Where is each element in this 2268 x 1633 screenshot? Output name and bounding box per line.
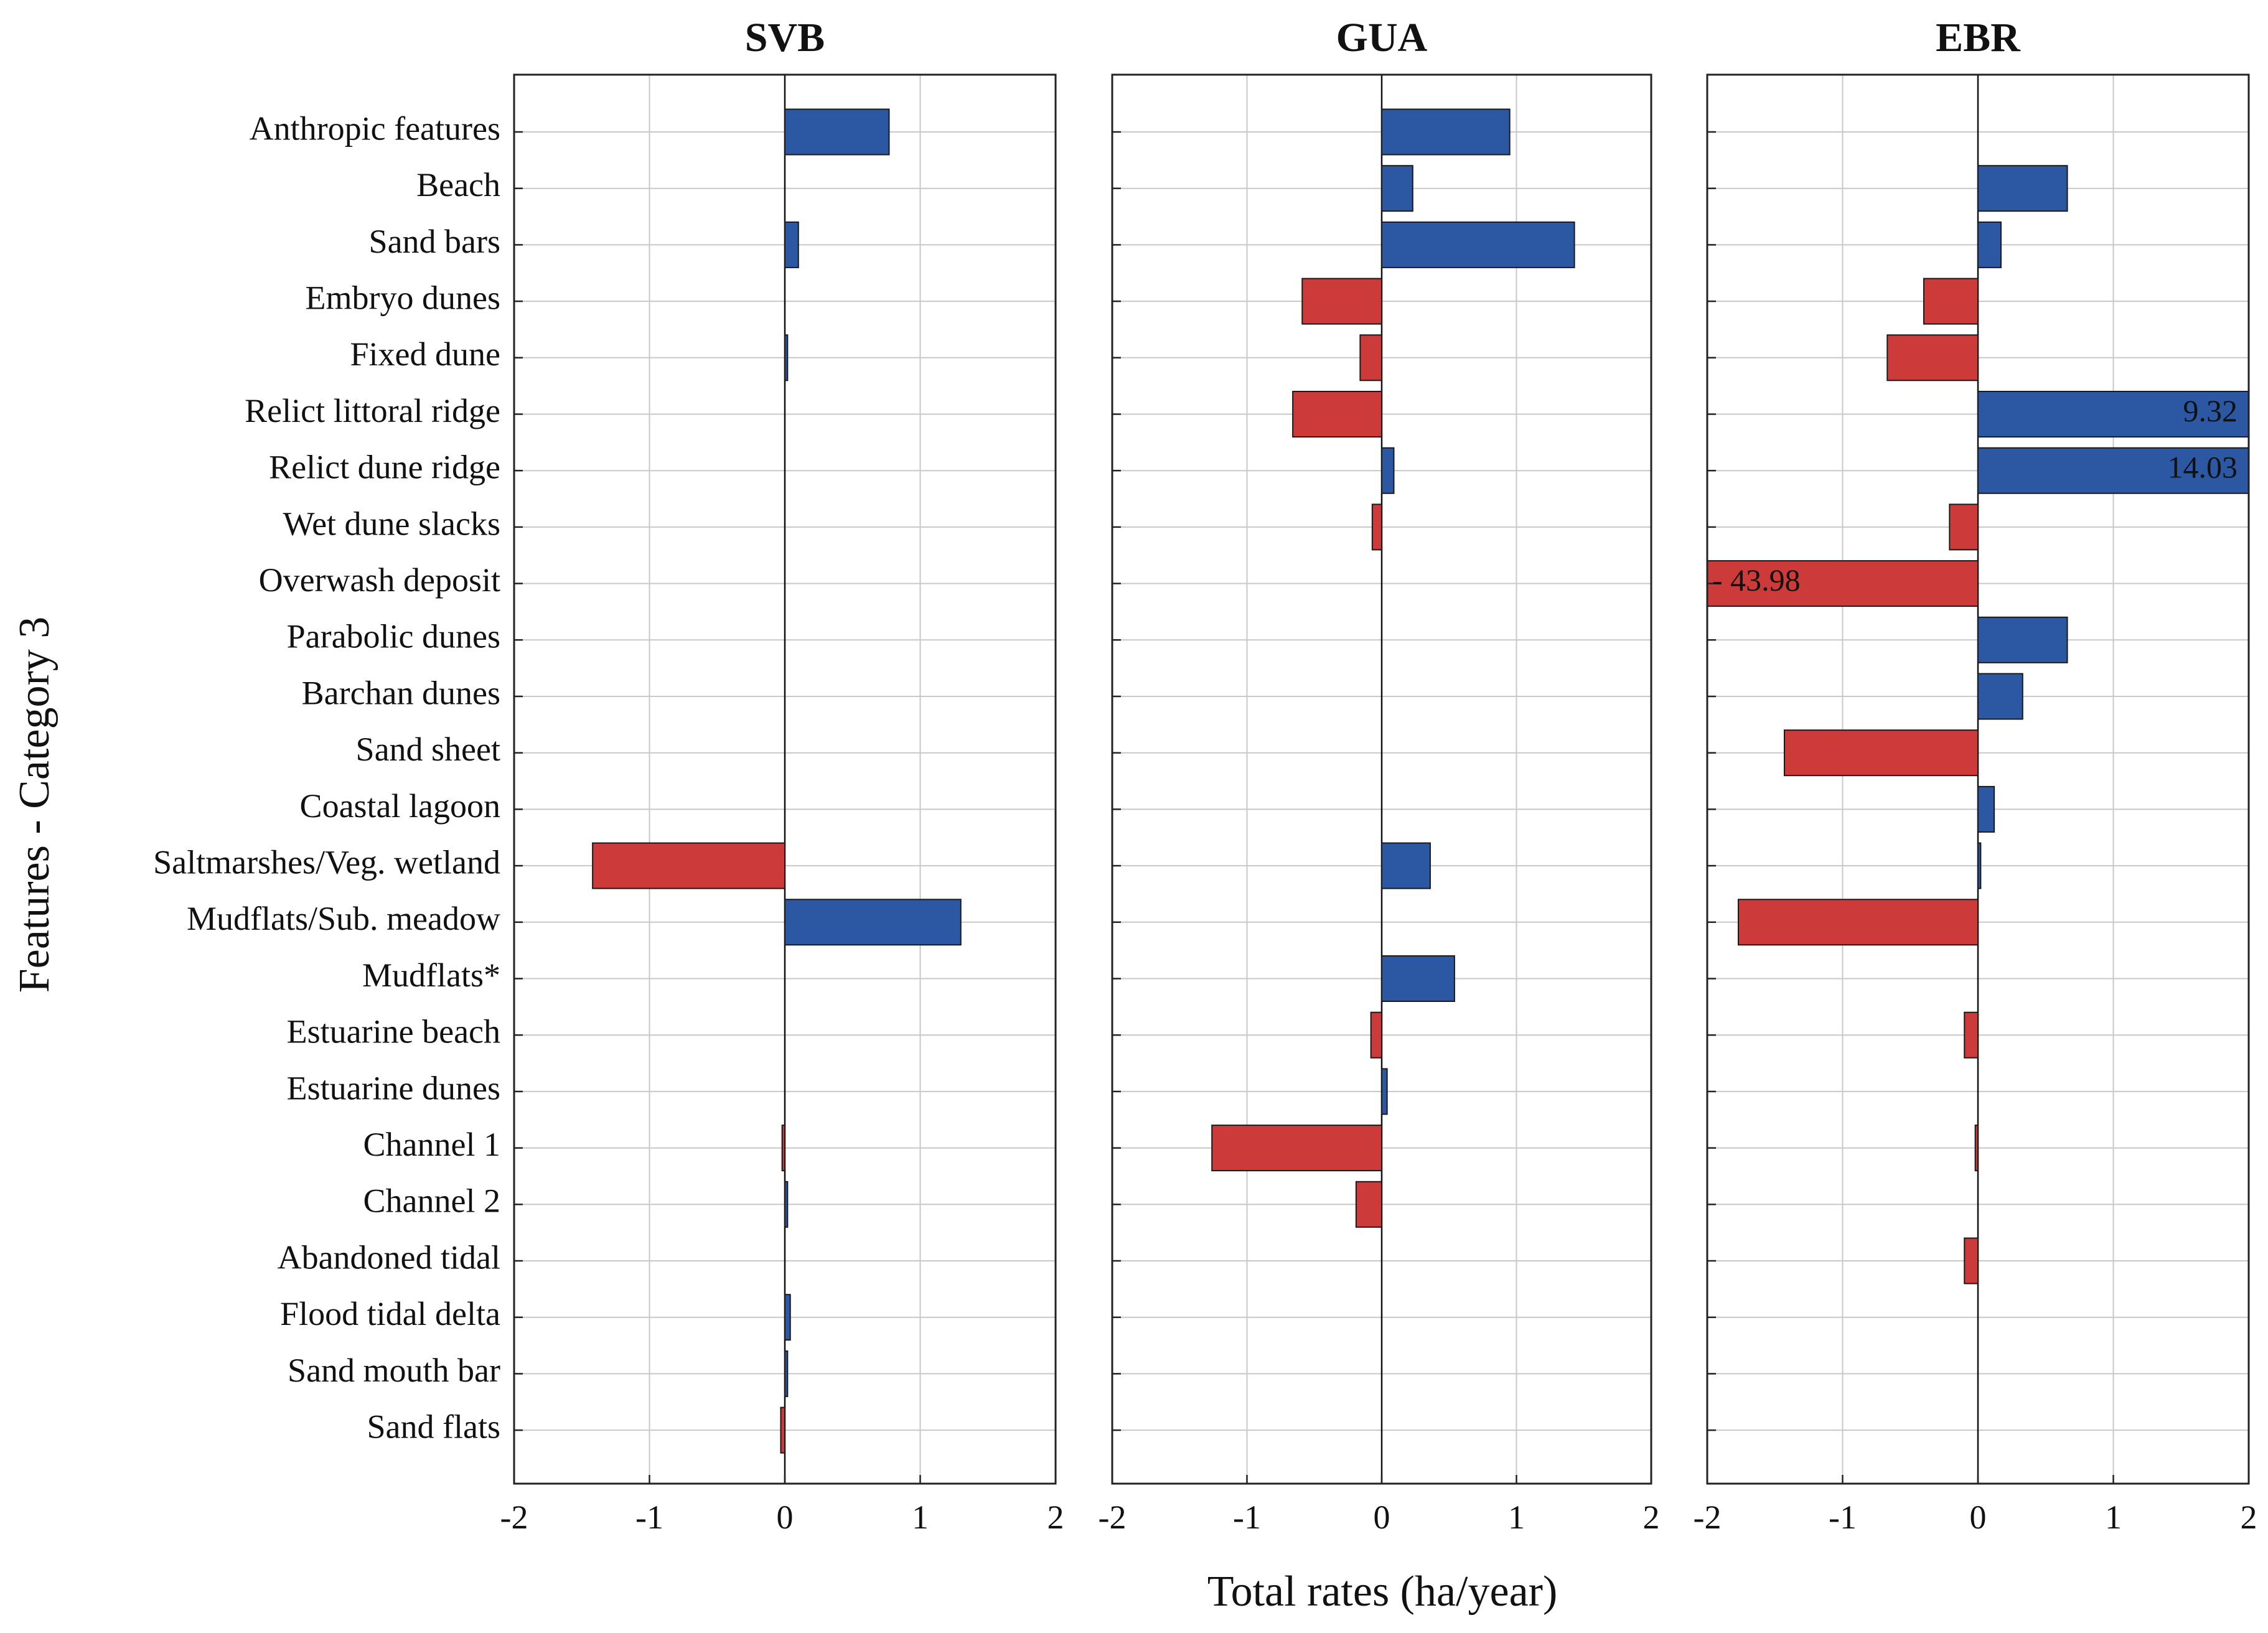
bar-ebr-abandoned-tidal (1964, 1237, 1979, 1284)
x-tick-label: -2 (1694, 1499, 1722, 1536)
x-tick-label: 2 (1047, 1499, 1064, 1536)
bar-gua-sand-bars (1381, 221, 1575, 268)
bar-gua-estuarine-dunes (1381, 1068, 1388, 1115)
panel-title-ebr: EBR (1936, 15, 2021, 60)
category-label-mudflats-sub-meadow: Mudflats/Sub. meadow (187, 900, 500, 937)
category-label-channel-2: Channel 2 (363, 1182, 500, 1220)
bar-gua-relict-dune-ridge (1381, 447, 1395, 494)
bar-svb-channel-1 (781, 1125, 786, 1172)
bar-gua-embryo-dunes (1301, 278, 1382, 325)
category-label-relict-littoral-ridge: Relict littoral ridge (245, 392, 500, 429)
x-tick-label: 1 (1508, 1499, 1525, 1536)
panel-title-gua: GUA (1336, 15, 1428, 60)
category-label-sand-sheet: Sand sheet (356, 731, 500, 768)
category-label-channel-1: Channel 1 (363, 1126, 500, 1163)
x-tick-label: 1 (912, 1499, 929, 1536)
category-label-wet-dune-slacks: Wet dune slacks (283, 505, 500, 542)
x-tick-label: -1 (1233, 1499, 1261, 1536)
bar-svb-mudflats-sub-meadow (784, 899, 962, 946)
bar-gua-saltmarshes-veg-wetland (1381, 842, 1431, 889)
category-label-mudflats: Mudflats* (362, 957, 500, 994)
bar-ebr-embryo-dunes (1923, 278, 1979, 325)
bar-ebr-estuarine-beach (1964, 1011, 1979, 1059)
x-tick-label: -1 (1829, 1499, 1857, 1536)
bar-ebr-sand-bars (1977, 221, 2002, 268)
category-label-beach: Beach (416, 166, 500, 204)
bar-gua-channel-2 (1355, 1181, 1382, 1228)
bar-gua-beach (1381, 165, 1413, 212)
category-label-embryo-dunes: Embryo dunes (306, 279, 500, 316)
x-tick-label: 0 (1970, 1499, 1987, 1536)
bar-gua-channel-1 (1211, 1125, 1382, 1172)
category-label-barchan-dunes: Barchan dunes (302, 674, 500, 711)
value-label-ebr-relict-dune-ridge: 14.03 (2168, 450, 2238, 485)
bar-gua-wet-dune-slacks (1371, 503, 1382, 551)
bar-svb-sand-mouth-bar (784, 1350, 789, 1397)
x-tick-label: -2 (1099, 1499, 1127, 1536)
bar-ebr-sand-sheet (1783, 729, 1979, 777)
value-label-ebr-relict-littoral-ridge: 9.32 (2183, 393, 2238, 428)
y-axis-label-group: Features - Category 3 (11, 617, 59, 993)
bar-ebr-barchan-dunes (1977, 673, 2023, 720)
category-label-flood-tidal-delta: Flood tidal delta (280, 1295, 500, 1332)
bar-ebr-channel-1 (1974, 1125, 1979, 1172)
bar-svb-flood-tidal-delta (784, 1294, 791, 1341)
category-label-parabolic-dunes: Parabolic dunes (287, 618, 500, 655)
category-label-sand-mouth-bar: Sand mouth bar (288, 1352, 500, 1389)
bar-gua-relict-littoral-ridge (1292, 391, 1383, 437)
x-tick-label: 0 (777, 1499, 794, 1536)
bar-ebr-saltmarshes-veg-wetland (1977, 842, 1982, 889)
bar-ebr-mudflats-sub-meadow (1738, 899, 1979, 946)
category-label-saltmarshes-veg-wetland: Saltmarshes/Veg. wetland (153, 843, 500, 881)
bar-ebr-wet-dune-slacks (1949, 503, 1979, 551)
bar-svb-sand-bars (784, 221, 799, 268)
category-label-anthropic-features: Anthropic features (250, 110, 500, 147)
x-tick-label: 2 (2241, 1499, 2257, 1536)
x-tick-label: 2 (1643, 1499, 1660, 1536)
x-tick-label: 1 (2105, 1499, 2122, 1536)
bar-svb-saltmarshes-veg-wetland (592, 842, 786, 889)
category-label-fixed-dune: Fixed dune (350, 335, 500, 373)
bar-ebr-fixed-dune (1886, 334, 1979, 381)
category-labels: Anthropic features Beach Sand bars Embryo d… (153, 110, 500, 1445)
category-label-relict-dune-ridge: Relict dune ridge (269, 449, 500, 486)
bar-gua-fixed-dune (1359, 334, 1383, 381)
value-label-ebr-overwash-deposit: - 43.98 (1712, 563, 1801, 597)
bar-svb-fixed-dune (784, 334, 789, 381)
x-tick-label: -2 (500, 1499, 528, 1536)
bar-svb-sand-flats (780, 1406, 785, 1454)
y-axis-label: Features - Category 3 (11, 617, 59, 993)
category-label-sand-flats: Sand flats (367, 1408, 500, 1445)
panel-ebr: -2 -1 0 1 2 EBR 9.32 14.03 - 43.98 (1694, 15, 2257, 1536)
category-label-abandoned-tidal: Abandoned tidal (278, 1238, 500, 1276)
bar-gua-estuarine-beach (1370, 1011, 1382, 1059)
panel-svb: -2 -1 0 1 2 SVB (500, 15, 1064, 1536)
bar-gua-anthropic-features (1381, 108, 1511, 156)
bar-ebr-overwash-deposit (1707, 560, 1979, 607)
category-label-estuarine-dunes: Estuarine dunes (287, 1069, 500, 1107)
bar-svb-anthropic-features (784, 108, 890, 156)
bar-ebr-coastal-lagoon (1977, 785, 1995, 833)
x-axis-label: Total rates (ha/year) (1207, 1568, 1558, 1616)
bar-ebr-beach (1977, 165, 2068, 212)
panel-title-svb: SVB (745, 15, 825, 60)
bar-ebr-relict-littoral-ridge (1977, 391, 2249, 437)
bar-ebr-parabolic-dunes (1977, 616, 2068, 663)
category-label-coastal-lagoon: Coastal lagoon (300, 787, 500, 825)
category-label-estuarine-beach: Estuarine beach (287, 1013, 500, 1050)
panel-gua: -2 -1 0 1 2 GUA (1099, 15, 1660, 1536)
bar-gua-mudflats (1381, 955, 1455, 1002)
category-label-overwash-deposit: Overwash deposit (259, 561, 500, 599)
bar-svb-channel-2 (784, 1181, 789, 1228)
category-label-sand-bars: Sand bars (369, 223, 500, 260)
x-tick-label: -1 (635, 1499, 663, 1536)
x-tick-label: 0 (1374, 1499, 1390, 1536)
